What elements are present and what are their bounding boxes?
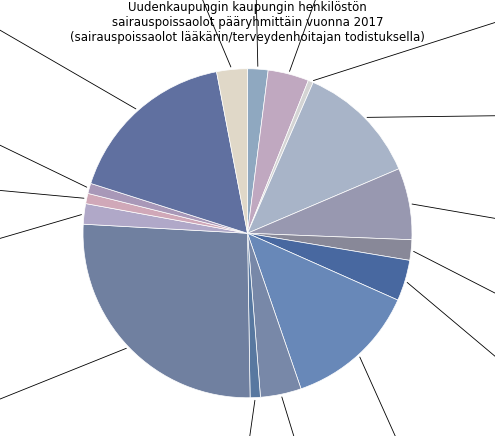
Text: Virtsa- ja
sukupuolielinten
sairaudet
2 %: Virtsa- ja sukupuolielinten sairaudet 2 … xyxy=(0,215,82,307)
Text: Ruuansulatuselinten
sairaudet
4 %: Ruuansulatuselinten sairaudet 4 % xyxy=(282,397,392,436)
Text: Tuki- ja
liikuntaelinten
sairaudet
26 %: Tuki- ja liikuntaelinten sairaudet 26 % xyxy=(0,348,126,436)
Text: Muut
3 %: Muut 3 % xyxy=(136,0,231,67)
Text: Raskaus, synnytys ja
lapsivuoteus
1 %: Raskaus, synnytys ja lapsivuoteus 1 % xyxy=(0,160,84,198)
Wedge shape xyxy=(83,224,250,398)
Wedge shape xyxy=(248,69,268,233)
Wedge shape xyxy=(248,233,410,300)
Wedge shape xyxy=(86,194,248,233)
Wedge shape xyxy=(248,233,260,398)
Wedge shape xyxy=(88,184,248,233)
Text: Pahanlaatuiset
kasvaimet
4 %: Pahanlaatuiset kasvaimet 4 % xyxy=(290,0,385,72)
Wedge shape xyxy=(248,169,412,240)
Wedge shape xyxy=(248,233,301,397)
Text: Hermoston sairaudet
7 %: Hermoston sairaudet 7 % xyxy=(412,204,495,256)
Text: Ihon ja
ihonalaiskudoksien
sairaudet
1 %: Ihon ja ihonalaiskudoksien sairaudet 1 % xyxy=(181,400,261,436)
Text: Hengityselinten
sairaudet
13 %: Hengityselinten sairaudet 13 % xyxy=(360,357,493,436)
Wedge shape xyxy=(248,233,412,260)
Wedge shape xyxy=(248,80,313,233)
Wedge shape xyxy=(83,204,248,233)
Text: Verenkiertolinten
sairaudet
4 %: Verenkiertolinten sairaudet 4 % xyxy=(407,283,495,436)
Text: Tartunta- ja loistaudit
2 %: Tartunta- ja loistaudit 2 % xyxy=(208,0,297,66)
Wedge shape xyxy=(216,69,248,233)
Wedge shape xyxy=(248,82,399,233)
Text: Oireet, sairauden
merkit, poikkeavat
löydökset
1 %: Oireet, sairauden merkit, poikkeavat löy… xyxy=(0,49,87,187)
Text: Mielenterveyden-
häiriöt
12 %: Mielenterveyden- häiriöt 12 % xyxy=(367,99,495,129)
Text: Vammat, myrkytykset
(S+T)
17 %: Vammat, myrkytykset (S+T) 17 % xyxy=(0,0,136,109)
Wedge shape xyxy=(248,233,398,389)
Wedge shape xyxy=(248,70,308,233)
Title: Uudenkaupungin kaupungin henkilöstön
sairauspoissaolot pääryhmittäin vuonna 2017: Uudenkaupungin kaupungin henkilöstön sai… xyxy=(70,1,425,44)
Wedge shape xyxy=(91,72,248,233)
Text: Hyvänlaatuiset
kasvaimet ja
pintasyövät
0 %: Hyvänlaatuiset kasvaimet ja pintasyövät … xyxy=(313,0,495,81)
Text: Silmä- ja
korvasairaudet
2 %: Silmä- ja korvasairaudet 2 % xyxy=(414,252,495,381)
